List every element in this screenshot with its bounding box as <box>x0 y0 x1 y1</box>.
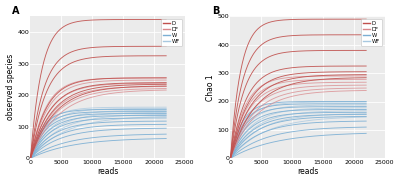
Y-axis label: observed species: observed species <box>6 54 14 120</box>
Y-axis label: Chao 1: Chao 1 <box>206 74 214 101</box>
Legend: D, DF, W, WF: D, DF, W, WF <box>361 19 382 46</box>
X-axis label: reads: reads <box>297 167 318 176</box>
Text: A: A <box>12 6 20 15</box>
X-axis label: reads: reads <box>97 167 118 176</box>
Legend: D, DF, W, WF: D, DF, W, WF <box>161 19 182 46</box>
Text: B: B <box>212 6 219 15</box>
